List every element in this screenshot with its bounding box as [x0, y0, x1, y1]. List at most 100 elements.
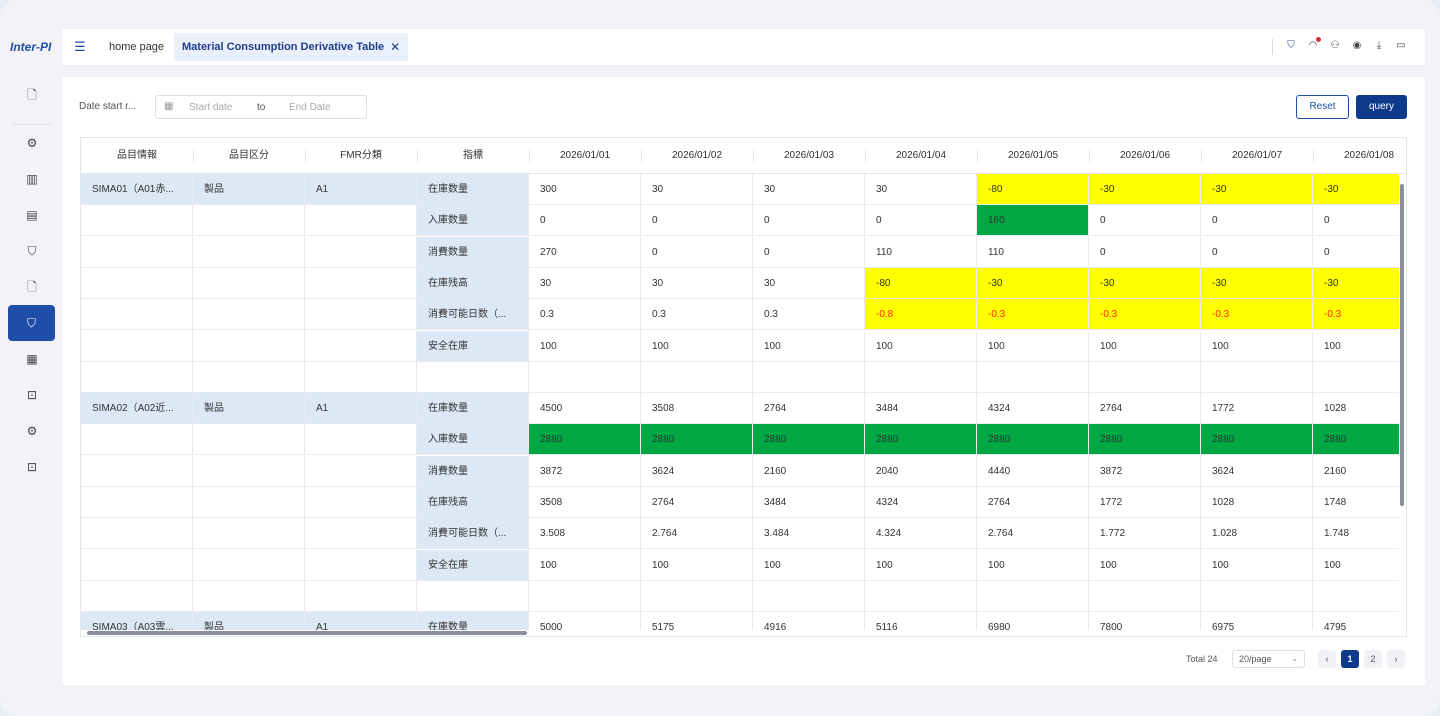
value-cell: 0 — [641, 205, 753, 237]
page-size-select[interactable]: 20/page ⌄ — [1232, 650, 1305, 668]
file-icon[interactable]: 🗋 — [27, 280, 37, 294]
table-row: 消費数量 3872 3624 2160 2040 4440 3872 3624 2160 — [81, 455, 1399, 487]
value-cell: -30 — [1089, 267, 1201, 299]
item-category-cell — [193, 455, 305, 487]
value-cell: 100 — [1089, 330, 1201, 362]
fmr-class-cell: A1 — [305, 612, 417, 630]
top-divider — [1272, 39, 1273, 55]
gear-icon[interactable]: ⚙ — [26, 424, 38, 438]
empty-cell — [753, 361, 865, 393]
value-cell: 270 — [529, 236, 641, 268]
vertical-scroll-thumb[interactable] — [1400, 184, 1404, 506]
clipboard-icon[interactable]: ▤ — [26, 208, 38, 222]
settings-icon[interactable]: ⚙ — [26, 136, 38, 150]
date-range-picker[interactable]: ▦ Start date to End Date — [155, 95, 367, 119]
tab-home[interactable]: home page — [101, 33, 172, 61]
value-cell: 0 — [1313, 205, 1399, 237]
empty-cell — [753, 580, 865, 612]
user-icon[interactable]: ⚇ — [1330, 40, 1340, 51]
value-cell: 4324 — [865, 487, 977, 518]
value-cell: 5175 — [641, 612, 753, 630]
value-cell: 3624 — [641, 455, 753, 487]
group-spacer-row — [81, 580, 1399, 612]
value-cell: 3508 — [529, 487, 641, 518]
fmr-class-cell — [305, 205, 417, 237]
location-icon[interactable]: ◉ — [1352, 40, 1362, 51]
indicator-cell: 安全在庫 — [417, 549, 529, 581]
page-2-button[interactable]: 2 — [1364, 650, 1382, 668]
indicator-cell: 消費数量 — [417, 236, 529, 268]
monitor-icon[interactable]: ▭ — [1396, 40, 1406, 51]
empty-cell — [193, 580, 305, 612]
item-category-cell — [193, 487, 305, 518]
indicator-cell: 在庫数量 — [417, 174, 529, 205]
value-cell: -30 — [1201, 174, 1313, 205]
value-cell: 2040 — [865, 455, 977, 487]
shield-icon[interactable]: ⛉ — [1287, 40, 1295, 51]
calendar-icon[interactable]: ▦ — [26, 352, 38, 366]
fmr-class-cell — [305, 518, 417, 550]
reset-button[interactable]: Reset — [1296, 95, 1349, 119]
header-separator — [1089, 149, 1090, 163]
end-date-input[interactable]: End Date — [289, 102, 331, 113]
indicator-cell: 消費可能日数（... — [417, 518, 529, 550]
value-cell: -30 — [1201, 267, 1313, 299]
item-category-cell — [193, 299, 305, 331]
start-date-input[interactable]: Start date — [189, 102, 233, 113]
cart-alt-icon[interactable]: ⊡ — [26, 460, 38, 474]
item-category-cell — [193, 518, 305, 550]
fmr-class-cell: A1 — [305, 393, 417, 425]
vertical-scrollbar[interactable] — [1399, 176, 1405, 634]
value-cell: 160 — [977, 205, 1089, 237]
top-icons: ⛉ ◠ ⚇ ◉ ⤓ ▭ — [1285, 37, 1407, 52]
data-table: 品目情報 品目区分 FMR分類 指標 2026/01/01 2026/01/02 2026/… — [80, 137, 1407, 637]
horizontal-scroll-thumb[interactable] — [87, 631, 527, 635]
document-icon[interactable]: 🗋 — [27, 88, 37, 102]
empty-cell — [641, 361, 753, 393]
close-icon[interactable]: ✕ — [390, 40, 401, 54]
value-cell: 0 — [1313, 237, 1399, 268]
column-header: FMR分類 — [340, 150, 382, 161]
value-cell: 2880 — [977, 424, 1089, 456]
shield-outline-icon[interactable]: ⛉ — [27, 244, 37, 258]
value-cell: 4916 — [753, 612, 865, 630]
horizontal-scrollbar[interactable] — [81, 630, 1399, 636]
bell-icon[interactable]: ◠ — [1307, 37, 1321, 52]
value-cell: 30 — [641, 267, 753, 299]
menu-toggle-icon[interactable]: ☰ — [74, 39, 86, 54]
tab-material-consumption[interactable]: Material Consumption Derivative Table ✕ — [174, 33, 409, 61]
table-row: SIMA01（A01赤... 製品 A1 在庫数量 300 30 30 30 -80 -30 -30… — [81, 174, 1399, 205]
header-separator — [305, 149, 306, 163]
value-cell: 7800 — [1089, 612, 1201, 630]
fmr-class-cell — [305, 487, 417, 518]
value-cell: 30 — [641, 174, 753, 205]
value-cell: 0.3 — [641, 299, 753, 331]
page-1-button[interactable]: 1 — [1341, 650, 1359, 668]
item-info-cell: SIMA03（A03雲... — [81, 612, 193, 630]
value-cell: 3508 — [641, 393, 753, 425]
table-row: SIMA03（A03雲... 製品 A1 在庫数量 5000 5175 4916 5116 69… — [81, 612, 1399, 630]
chart-icon[interactable]: ▥ — [26, 172, 38, 186]
notification-dot — [1316, 37, 1321, 42]
shield-active-icon[interactable]: ⛉ — [8, 305, 55, 341]
item-info-cell — [81, 455, 193, 487]
next-page-button[interactable]: › — [1387, 650, 1405, 668]
download-icon[interactable]: ⤓ — [1376, 40, 1382, 51]
item-category-cell — [193, 267, 305, 299]
sidebar-divider — [12, 124, 52, 125]
header-separator — [1201, 149, 1202, 163]
prev-page-button[interactable]: ‹ — [1318, 650, 1336, 668]
value-cell: 100 — [1201, 330, 1313, 362]
value-cell: 100 — [529, 330, 641, 362]
value-cell: 3484 — [753, 487, 865, 518]
query-button[interactable]: query — [1356, 95, 1407, 119]
cart-icon[interactable]: ⊡ — [26, 388, 38, 402]
value-cell: 3872 — [1089, 455, 1201, 487]
item-category-cell — [193, 549, 305, 581]
value-cell: 110 — [977, 236, 1089, 268]
column-header: 2026/01/01 — [559, 150, 611, 161]
value-cell: 1.772 — [1089, 518, 1201, 550]
value-cell: 6975 — [1201, 612, 1313, 630]
value-cell: 1028 — [1313, 393, 1399, 425]
value-cell: 3.484 — [753, 518, 865, 550]
